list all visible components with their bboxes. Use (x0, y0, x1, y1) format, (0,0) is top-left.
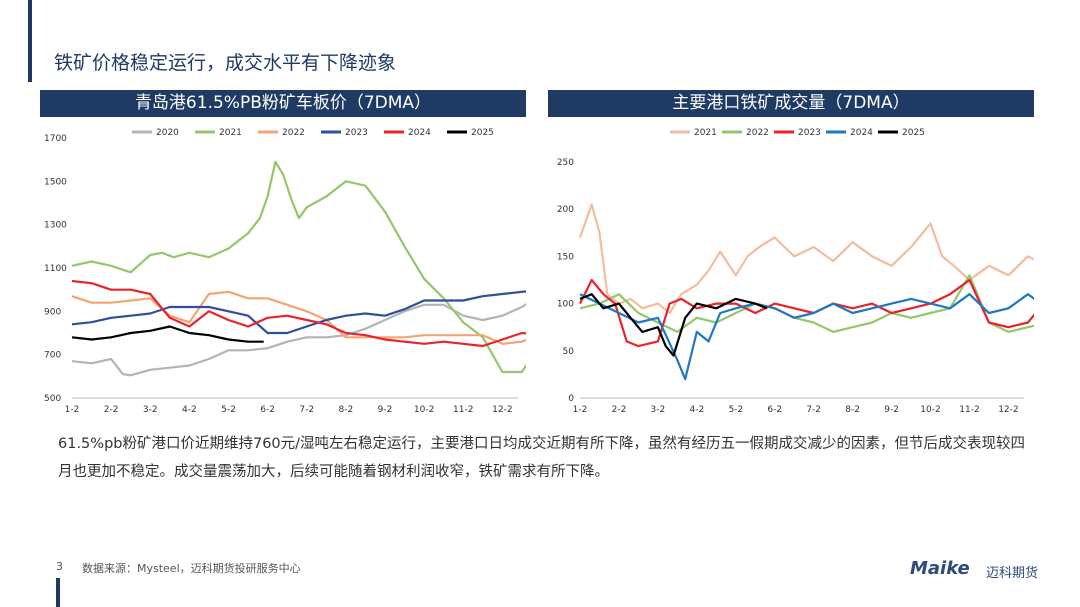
x-tick-label: 4-2 (182, 405, 197, 415)
y-tick-label: 900 (44, 307, 61, 317)
legend-label: 2021 (219, 128, 242, 138)
y-tick-label: 700 (44, 351, 61, 361)
series-line-2025 (71, 325, 264, 343)
legend-label: 2024 (408, 128, 431, 138)
x-tick-label: 3-2 (143, 405, 158, 415)
series-line-2024 (71, 279, 526, 348)
x-tick-label: 8-2 (845, 405, 860, 415)
page-number: 3 (56, 560, 63, 573)
x-tick-label: 9-2 (378, 405, 393, 415)
y-tick-label: 150 (557, 252, 574, 262)
y-tick-label: 250 (557, 158, 574, 168)
x-tick-label: 12-2 (998, 405, 1018, 415)
x-tick-label: 12-2 (492, 405, 512, 415)
x-tick-label: 10-2 (414, 405, 434, 415)
price-line-chart: 500 700 900 1100 1300 1500 1700 1-2 2-2 3-2 4-2 5-2… (44, 128, 526, 415)
series-line-2024 (579, 293, 1034, 381)
maike-logo-cn: 迈科期货 (986, 566, 1039, 581)
y-tick-label: 1300 (44, 221, 67, 231)
x-tick-label: 11-2 (959, 405, 979, 415)
series-line-2022 (71, 290, 526, 345)
series-line-2025 (579, 293, 768, 357)
x-tick-label: 2-2 (104, 405, 119, 415)
y-tick-label: 50 (563, 347, 575, 357)
slide-title: 铁矿价格稳定运行，成交水平有下降迹象 (54, 52, 397, 74)
legend-label: 2020 (156, 128, 179, 138)
x-tick-label: 4-2 (689, 405, 704, 415)
y-tick-label: 500 (44, 394, 61, 404)
x-tick-label: 9-2 (884, 405, 899, 415)
chart2-title: 主要港口铁矿成交量（7DMA） (548, 90, 1034, 117)
volume-line-chart: 0 50 100 150 200 250 1-2 2-2 3-2 4-2 5-2 6-2 7-2 8-2 9… (557, 128, 1034, 415)
source-note: 数据来源：Mysteel，迈科期货投研服务中心 (82, 562, 301, 575)
y-tick-label: 0 (568, 394, 574, 404)
legend-label: 2022 (746, 128, 769, 138)
x-tick-label: 5-2 (728, 405, 743, 415)
series-line-2023 (579, 278, 1034, 348)
accent-bar-top (28, 0, 32, 82)
maike-logo: Maike (910, 558, 970, 579)
legend-label: 2025 (902, 128, 925, 138)
series-line-2020 (71, 302, 526, 377)
y-tick-label: 1500 (44, 177, 67, 187)
x-tick-label: 3-2 (651, 405, 666, 415)
legend-label: 2025 (471, 128, 494, 138)
x-tick-label: 10-2 (920, 405, 940, 415)
x-tick-label: 1-2 (573, 405, 588, 415)
y-tick-label: 1700 (44, 134, 67, 144)
legend-label: 2022 (282, 128, 305, 138)
x-tick-label: 5-2 (221, 405, 236, 415)
series-line-2021 (71, 160, 526, 374)
legend-label: 2021 (694, 128, 717, 138)
legend-label: 2024 (850, 128, 873, 138)
accent-bar-bottom (56, 578, 60, 607)
y-tick-label: 100 (557, 300, 574, 310)
chart1-title: 青岛港61.5%PB粉矿车板价（7DMA） (40, 90, 526, 117)
body-text: 61.5%pb粉矿港口价近期维持760元/湿吨左右稳定运行，主要港口日均成交近期… (58, 436, 1026, 480)
y-tick-label: 200 (557, 205, 574, 215)
x-tick-label: 11-2 (453, 405, 473, 415)
x-tick-label: 8-2 (339, 405, 354, 415)
x-tick-label: 6-2 (260, 405, 275, 415)
legend-label: 2023 (345, 128, 368, 138)
series-line-2021 (578, 203, 1034, 315)
y-tick-label: 1100 (44, 264, 67, 274)
x-tick-label: 7-2 (299, 405, 314, 415)
x-tick-label: 2-2 (612, 405, 627, 415)
x-tick-label: 6-2 (767, 405, 782, 415)
legend-label: 2023 (798, 128, 821, 138)
x-tick-label: 7-2 (806, 405, 821, 415)
x-tick-label: 1-2 (65, 405, 80, 415)
